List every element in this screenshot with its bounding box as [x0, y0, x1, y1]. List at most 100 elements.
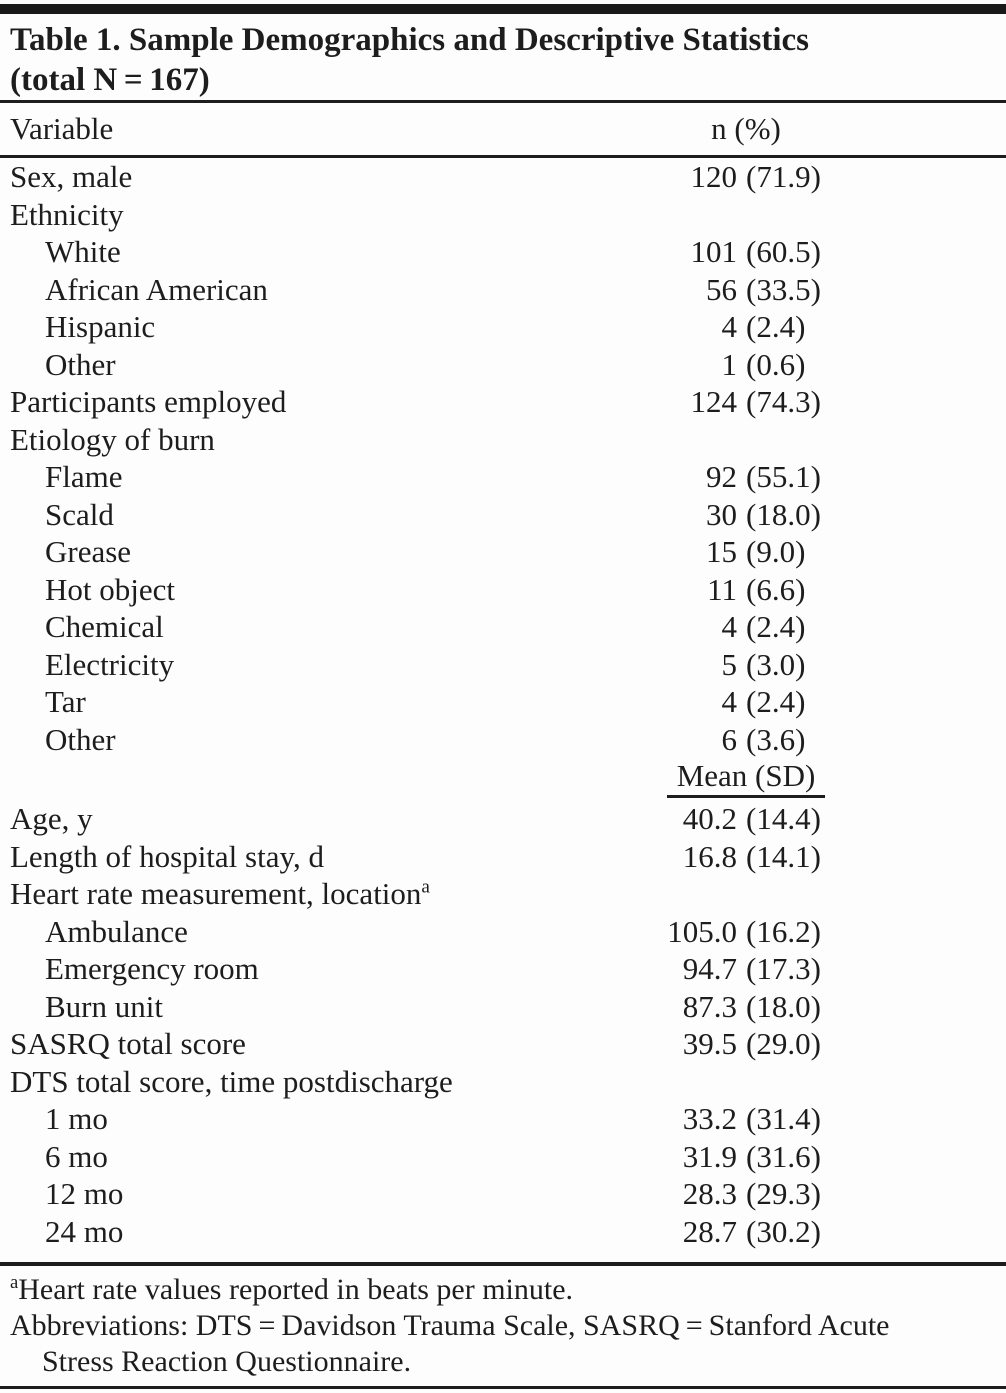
table-row: Electricity 5 (3.0): [0, 646, 1006, 684]
mean-sd-header-cell: Mean (SD): [630, 758, 1006, 800]
row-label: Sex, male: [10, 159, 133, 194]
row-value: 16.8 (14.1): [682, 838, 821, 874]
table-row: Hispanic 4 (2.4): [0, 308, 1006, 346]
row-label: 1 mo: [45, 1101, 108, 1136]
row-label: 6 mo: [45, 1138, 108, 1174]
row-label: Heart rate measurement, locationa: [10, 876, 430, 911]
table-row: Hot object 11 (6.6): [0, 571, 1006, 609]
row-label: White: [45, 234, 121, 269]
table-row: SASRQ total score 39.5 (29.0): [0, 1025, 1006, 1063]
row-value: 28.7 (30.2): [682, 1213, 821, 1249]
row-value: 56 (33.5): [706, 271, 821, 307]
footnote-a-text: Heart rate values reported in beats per …: [18, 1273, 574, 1306]
table-row: Sex, male 120 (71.9): [0, 158, 1006, 196]
table-row: 1 mo 33.2 (31.4): [0, 1100, 1006, 1138]
row-label: Chemical: [45, 609, 164, 644]
row-value: 87.3 (18.0): [682, 988, 821, 1024]
row-value: 6 (3.6): [721, 721, 806, 757]
row-value: 94.7 (17.3): [682, 951, 821, 986]
row-value: 39.5 (29.0): [682, 1026, 821, 1061]
row-label: Age, y: [10, 801, 93, 836]
row-value: 101 (60.5): [690, 234, 821, 269]
abbreviations-line2: Stress Reaction Questionnaire.: [42, 1345, 412, 1378]
row-label: Emergency room: [45, 951, 259, 986]
footnote-a-marker: a: [10, 1272, 19, 1293]
row-value: [630, 196, 1006, 234]
row-value: 31.9 (31.6): [682, 1138, 821, 1174]
row-value: [630, 875, 1006, 913]
table-row: Other 1 (0.6): [0, 346, 1006, 384]
abbreviations-line1: Abbreviations: DTS = Davidson Trauma Sca…: [10, 1309, 890, 1342]
row-label: Grease: [45, 534, 132, 569]
row-label: Hot object: [45, 571, 175, 607]
table-row: Length of hospital stay, d 16.8 (14.1): [0, 838, 1006, 876]
table-row: Ambulance 105.0 (16.2): [0, 913, 1006, 951]
row-label: Etiology of burn: [10, 421, 215, 457]
row-value: 4 (2.4): [721, 684, 806, 719]
table-row: Flame 92 (55.1): [0, 458, 1006, 496]
table-title-line2: (total N = 167): [10, 62, 210, 98]
mean-sd-column-header: Mean (SD): [667, 758, 825, 798]
row-label: Flame: [45, 459, 123, 494]
n-pct-column-header: n (%): [711, 111, 781, 146]
row-value: 4 (2.4): [721, 609, 806, 644]
table-row: Other 6 (3.6): [0, 721, 1006, 759]
table-row: African American 56 (33.5): [0, 271, 1006, 309]
table-row: Burn unit 87.3 (18.0): [0, 988, 1006, 1026]
divider-under-title: [0, 100, 1006, 103]
row-label: SASRQ total score: [10, 1026, 246, 1061]
table-row: Etiology of burn: [0, 421, 1006, 459]
top-border-bar: [0, 4, 1006, 14]
row-value: [630, 421, 1006, 459]
table-row: Heart rate measurement, locationa: [0, 875, 1006, 913]
row-value: 1 (0.6): [721, 346, 806, 382]
row-value: 33.2 (31.4): [682, 1101, 821, 1136]
spacer: [0, 758, 630, 800]
row-value: 40.2 (14.4): [682, 801, 821, 836]
row-value: 5 (3.0): [721, 646, 806, 682]
table-title-line1: Table 1. Sample Demographics and Descrip…: [10, 22, 810, 58]
row-label: Ambulance: [45, 913, 188, 949]
table-row: DTS total score, time postdischarge: [0, 1063, 1006, 1101]
table-row: Ethnicity: [0, 196, 1006, 234]
row-label: Tar: [45, 684, 86, 719]
table-row: 12 mo 28.3 (29.3): [0, 1175, 1006, 1213]
row-value: 15 (9.0): [706, 534, 806, 569]
column-header-row: Variable n (%): [0, 103, 1006, 155]
row-label: Participants employed: [10, 384, 287, 419]
divider-above-footnotes: [0, 1262, 1006, 1266]
table-row: Emergency room 94.7 (17.3): [0, 950, 1006, 988]
table-row: Age, y 40.2 (14.4): [0, 800, 1006, 838]
row-value: 11 (6.6): [707, 571, 806, 607]
table-row: Grease 15 (9.0): [0, 533, 1006, 571]
table-row: Chemical 4 (2.4): [0, 608, 1006, 646]
table-row: 24 mo 28.7 (30.2): [0, 1213, 1006, 1251]
table-row: White 101 (60.5): [0, 233, 1006, 271]
table-row: 6 mo 31.9 (31.6): [0, 1138, 1006, 1176]
row-value: 4 (2.4): [721, 309, 806, 344]
row-value: 124 (74.3): [690, 384, 821, 419]
table-row: Tar 4 (2.4): [0, 683, 1006, 721]
footnote-a: aHeart rate values reported in beats per…: [10, 1272, 996, 1308]
row-label: 24 mo: [45, 1213, 124, 1249]
divider-under-header: [0, 155, 1006, 158]
row-label: African American: [45, 271, 268, 307]
row-label: Electricity: [45, 646, 175, 682]
row-value: [630, 1063, 1006, 1101]
row-value: 92 (55.1): [706, 459, 821, 494]
row-value: 28.3 (29.3): [682, 1176, 821, 1211]
table-row: Participants employed 124 (74.3): [0, 383, 1006, 421]
row-label: Burn unit: [45, 988, 163, 1024]
row-label: Hispanic: [45, 309, 156, 344]
bottom-border-rule: [0, 1386, 1006, 1389]
table-title: Table 1. Sample Demographics and Descrip…: [0, 20, 1006, 100]
row-value: 120 (71.9): [690, 159, 821, 194]
variable-column-header: Variable: [10, 111, 114, 146]
row-label: 12 mo: [45, 1176, 124, 1211]
n-pct-column-header-cell: n (%): [630, 111, 1006, 147]
row-label: Other: [45, 346, 116, 382]
table-row: Scald 30 (18.0): [0, 496, 1006, 534]
row-value: 30 (18.0): [706, 496, 821, 532]
mean-sd-header-row: Mean (SD): [0, 758, 1006, 800]
